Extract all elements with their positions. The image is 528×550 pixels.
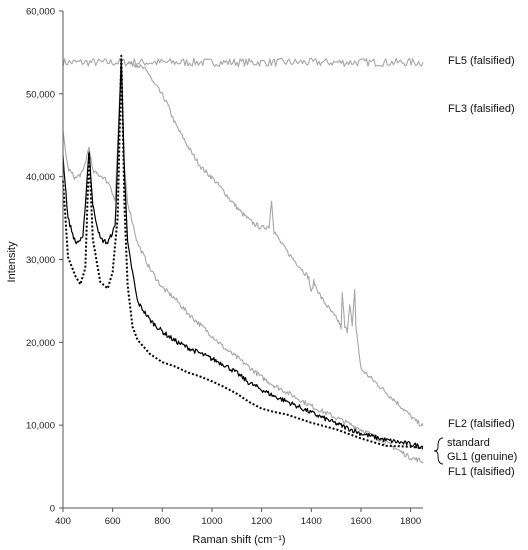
- x-tick-label: 400: [55, 516, 71, 527]
- x-axis-title: Raman shift (cm⁻¹): [192, 534, 285, 546]
- x-tick-label: 1200: [251, 516, 272, 527]
- y-axis-ticks: 0 10,000 20,000 30,000 40,000 50,000 60,000: [26, 7, 63, 515]
- x-axis-ticks: 400 600 800 1000 1200 1400 1600 1800: [55, 508, 421, 527]
- y-tick-label: 20,000: [26, 338, 55, 349]
- x-tick-label: 600: [105, 516, 121, 527]
- x-tick-label: 1600: [350, 516, 371, 527]
- x-tick-label: 800: [154, 516, 170, 527]
- series-line-gl1: [62, 60, 424, 449]
- series-line-fl5: [62, 57, 424, 68]
- series-line-standard: [62, 54, 424, 450]
- x-tick-label: 1400: [301, 516, 322, 527]
- x-tick-label: 1800: [400, 516, 421, 527]
- label-bracket: [433, 437, 444, 465]
- series-label-fl1: FL1 (falsified): [448, 466, 515, 478]
- y-tick-label: 60,000: [26, 7, 55, 18]
- x-tick-label: 1000: [201, 516, 222, 527]
- series-label-fl5: FL5 (falsified): [448, 55, 515, 67]
- y-tick-label: 50,000: [26, 89, 55, 100]
- series-line-fl3: [127, 60, 424, 427]
- y-tick-label: 30,000: [26, 255, 55, 266]
- series-label-fl2: FL2 (falsified): [448, 418, 515, 430]
- series-lines: [62, 54, 424, 464]
- series-label-fl3: FL3 (falsified): [448, 103, 515, 115]
- series-label-gl1: GL1 (genuine): [447, 451, 517, 463]
- y-tick-label: 0: [50, 504, 55, 515]
- series-labels: FL5 (falsified) FL3 (falsified) FL2 (fal…: [433, 55, 517, 478]
- series-label-standard: standard: [447, 437, 490, 449]
- y-axis-title: Intensity: [6, 241, 18, 282]
- series-line-fl2: [62, 56, 424, 464]
- y-tick-label: 40,000: [26, 172, 55, 183]
- y-tick-label: 10,000: [26, 421, 55, 432]
